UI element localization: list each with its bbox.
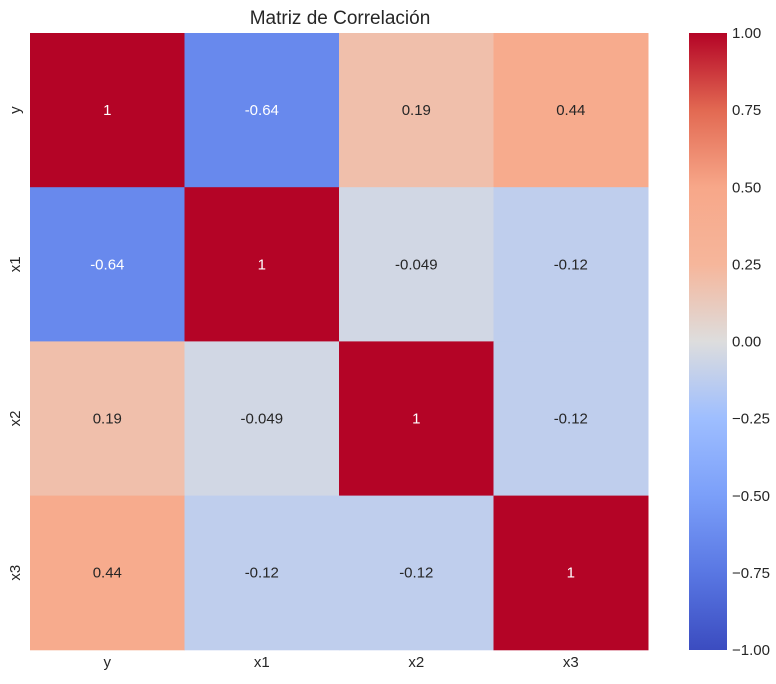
colorbar-tick-label: 0.00 (732, 334, 761, 351)
colorbar-tick-label: −0.75 (732, 565, 770, 582)
x-tick-label-y: y (104, 654, 112, 671)
colorbar-tick-label: 0.25 (732, 256, 761, 273)
heatmap-cell-y-y (30, 33, 185, 188)
heatmap-cell-y-x2 (339, 33, 494, 188)
x-tick-label-x3: x3 (563, 654, 579, 671)
heatmap-cell-x1-x3 (493, 187, 649, 342)
heatmap-annotation-x2-x1: -0.049 (241, 411, 284, 428)
heatmap-annotation-x2-y: 0.19 (93, 411, 122, 428)
heatmap-cell-x3-y (30, 495, 185, 651)
colorbar-ticks: 1.00 0.75 0.50 0.25 0.00 −0.25 −0.50 −0.75 −1.00 (732, 25, 770, 659)
heatmap-cell-x2-y (30, 341, 185, 497)
y-tick-label-y: y (7, 106, 24, 114)
heatmap-cell-x1-y (30, 187, 185, 342)
heatmap-annotation-x1-x3: -0.12 (554, 256, 588, 273)
heatmap-annotation-y-x1: -0.64 (245, 102, 279, 119)
heatmap-cell-x1-x2 (339, 187, 494, 342)
heatmap-annotation-y-x2: 0.19 (402, 102, 431, 119)
heatmap-cell-x3-x3 (493, 495, 649, 651)
y-tick-labels: y x1 x2 x3 (7, 106, 24, 581)
x-tick-label-x1: x1 (254, 654, 270, 671)
heatmap-annotation-y-x3: 0.44 (556, 102, 585, 119)
x-tick-label-x2: x2 (408, 654, 424, 671)
heatmap-cell-y-x3 (493, 33, 649, 188)
heatmap-annotation-x2-x2: 1 (412, 411, 420, 428)
heatmap-cell-x2-x3 (493, 341, 649, 497)
colorbar: 1.00 0.75 0.50 0.25 0.00 −0.25 −0.50 −0.75 −1.00 (689, 25, 770, 659)
chart-title: Matriz de Correlación (250, 8, 431, 29)
heatmap-annotation-x3-x2: -0.12 (399, 565, 433, 582)
colorbar-tick-label: −0.50 (732, 488, 770, 505)
heatmap-annotation-x2-x3: -0.12 (554, 411, 588, 428)
heatmap-cell-x2-x1 (184, 341, 340, 497)
heatmap-cell-x3-x2 (339, 495, 494, 651)
heatmap-annotation-x1-x1: 1 (258, 256, 266, 273)
colorbar-tick-label: −0.25 (732, 411, 770, 428)
heatmap-cell-x1-x1 (184, 187, 340, 342)
heatmap-annotation-x1-y: -0.64 (90, 256, 124, 273)
x-tick-labels: y x1 x2 x3 (104, 654, 579, 671)
heatmap-annotation-x3-y: 0.44 (93, 565, 122, 582)
colorbar-tick-label: 0.50 (732, 179, 761, 196)
colorbar-tick-label: 0.75 (732, 102, 761, 119)
heatmap-annotation-x1-x2: -0.049 (395, 256, 438, 273)
y-tick-label-x1: x1 (7, 256, 24, 272)
heatmap-annotations: 1 -0.64 0.19 0.44 -0.64 1 -0.049 -0.12 0.19 -0.04… (90, 102, 588, 582)
heatmap-cell-x3-x1 (184, 495, 340, 651)
heatmap-cell-y-x1 (184, 33, 340, 188)
heatmap-annotation-y-y: 1 (103, 102, 111, 119)
heatmap-annotation-x3-x3: 1 (567, 565, 575, 582)
colorbar-gradient (689, 33, 727, 650)
heatmap-cells (30, 33, 649, 651)
heatmap-annotation-x3-x1: -0.12 (245, 565, 279, 582)
colorbar-tick-label: −1.00 (732, 642, 770, 659)
colorbar-tick-label: 1.00 (732, 25, 761, 42)
heatmap-cell-x2-x2 (339, 341, 494, 497)
y-tick-label-x2: x2 (7, 411, 24, 427)
y-tick-label-x3: x3 (7, 565, 24, 581)
